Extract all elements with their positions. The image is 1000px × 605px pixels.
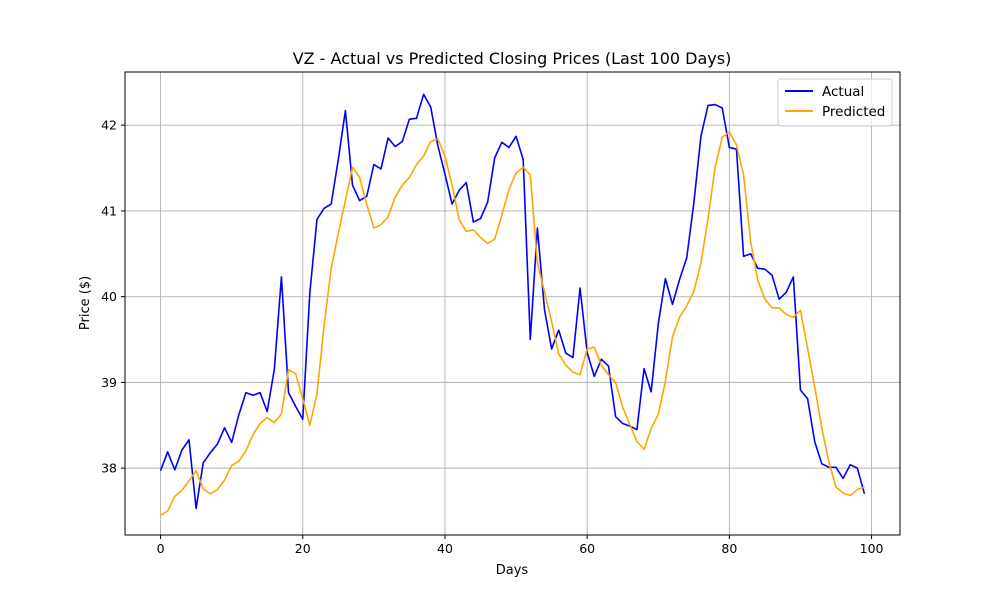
x-tick-label: 0 <box>157 541 165 556</box>
plot-frame <box>124 71 901 536</box>
axis-ticks: 0 20 40 60 80 100 38 39 40 41 42 <box>101 118 883 556</box>
y-tick-label: 39 <box>101 375 117 390</box>
x-tick-label: 20 <box>295 541 311 556</box>
y-tick-label: 42 <box>101 118 117 133</box>
x-tick-label: 40 <box>437 541 453 556</box>
series-line-predicted <box>160 131 865 516</box>
y-tick-label: 41 <box>101 203 117 218</box>
chart-title: VZ - Actual vs Predicted Closing Prices … <box>293 49 732 68</box>
series-lines <box>159 93 866 516</box>
series-line-actual <box>159 93 866 510</box>
legend: Actual Predicted <box>777 78 893 127</box>
legend-label-predicted: Predicted <box>822 104 885 120</box>
x-tick-label: 100 <box>860 541 884 556</box>
grid <box>125 72 900 535</box>
legend-label-actual: Actual <box>822 84 864 100</box>
y-axis-label: Price ($) <box>78 276 93 330</box>
x-axis-label: Days <box>496 563 529 578</box>
x-tick-label: 80 <box>721 541 737 556</box>
y-tick-label: 38 <box>101 461 117 476</box>
y-tick-label: 40 <box>101 289 117 304</box>
x-tick-label: 60 <box>579 541 595 556</box>
